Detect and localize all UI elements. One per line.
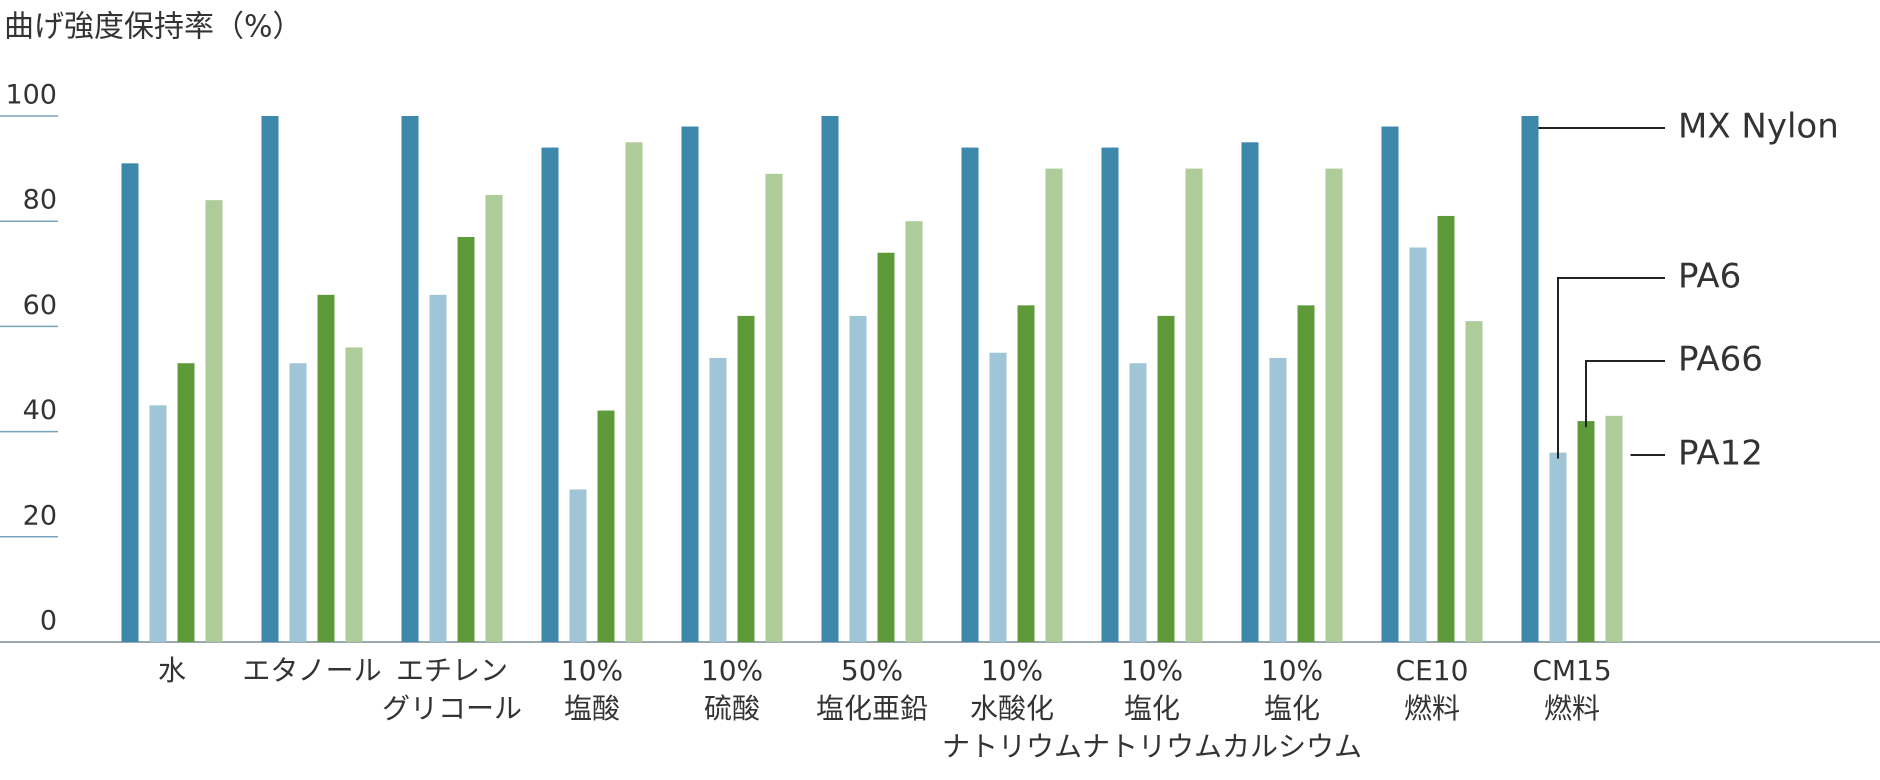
bar bbox=[877, 252, 895, 642]
bar bbox=[1605, 415, 1623, 642]
y-tick-label: 80 bbox=[23, 185, 57, 216]
bar bbox=[681, 126, 699, 642]
bar bbox=[1185, 168, 1203, 642]
bar bbox=[709, 357, 727, 642]
x-tick-label: エチレン グリコール bbox=[381, 654, 522, 725]
x-tick-label: 10% 塩化 ナトリウム bbox=[1081, 654, 1222, 763]
bar bbox=[205, 200, 223, 642]
bar bbox=[177, 363, 195, 642]
x-tick-label: 水 bbox=[157, 654, 186, 687]
bar bbox=[625, 142, 643, 643]
bar bbox=[1045, 168, 1063, 642]
bar bbox=[849, 315, 867, 642]
y-tick-label: 0 bbox=[40, 606, 57, 637]
bar bbox=[597, 410, 615, 642]
bar bbox=[1437, 215, 1455, 642]
bar bbox=[121, 163, 139, 642]
bar bbox=[1017, 305, 1035, 642]
bar bbox=[345, 347, 363, 642]
x-tick-label: エタノール bbox=[242, 654, 382, 687]
x-tick-label: 10% 塩化 カルシウム bbox=[1221, 654, 1362, 763]
bar bbox=[821, 116, 839, 642]
y-tick-label: 60 bbox=[23, 290, 57, 321]
y-tick-label: 20 bbox=[23, 500, 57, 531]
bar bbox=[905, 221, 923, 642]
legend-label: PA66 bbox=[1678, 340, 1763, 380]
bar bbox=[149, 405, 167, 642]
bar bbox=[1269, 357, 1287, 642]
bar bbox=[765, 173, 783, 643]
bar bbox=[541, 147, 559, 642]
x-tick-label: 10% 硫酸 bbox=[700, 654, 764, 725]
bar bbox=[317, 294, 335, 642]
bar bbox=[961, 147, 979, 642]
bar bbox=[401, 116, 419, 642]
y-tick-label: 40 bbox=[23, 395, 57, 426]
bar bbox=[457, 236, 475, 643]
legend-leader bbox=[1585, 360, 1665, 428]
x-tick-label: 10% 塩酸 bbox=[560, 654, 624, 725]
bar bbox=[1129, 363, 1147, 642]
bar bbox=[1549, 452, 1567, 642]
bar bbox=[261, 116, 279, 642]
bar bbox=[1101, 147, 1119, 642]
x-tick-label: 10% 水酸化 ナトリウム bbox=[941, 654, 1082, 763]
bar bbox=[429, 294, 447, 642]
bar bbox=[1325, 168, 1343, 642]
legend-label: PA6 bbox=[1678, 257, 1741, 297]
x-tick-label: CE10 燃料 bbox=[1395, 654, 1469, 725]
legend-label: MX Nylon bbox=[1678, 107, 1839, 147]
bar bbox=[989, 352, 1007, 642]
bar bbox=[485, 194, 503, 642]
bar bbox=[1381, 126, 1399, 642]
bar bbox=[737, 315, 755, 642]
bar bbox=[1157, 315, 1175, 642]
bar bbox=[1521, 116, 1539, 642]
bar bbox=[1577, 421, 1595, 642]
bar bbox=[1465, 321, 1483, 642]
legend-label: PA12 bbox=[1678, 434, 1763, 474]
chart-title: 曲げ強度保持率（%） bbox=[4, 10, 303, 45]
legend-leader bbox=[1557, 277, 1665, 459]
y-tick-label: 100 bbox=[5, 80, 57, 111]
bar bbox=[569, 489, 587, 642]
bar bbox=[1241, 142, 1259, 643]
x-tick-label: 50% 塩化亜鉛 bbox=[815, 654, 928, 725]
bar bbox=[1409, 247, 1427, 642]
bar bbox=[289, 363, 307, 642]
bar bbox=[1297, 305, 1315, 642]
x-tick-label: CM15 燃料 bbox=[1532, 654, 1612, 725]
